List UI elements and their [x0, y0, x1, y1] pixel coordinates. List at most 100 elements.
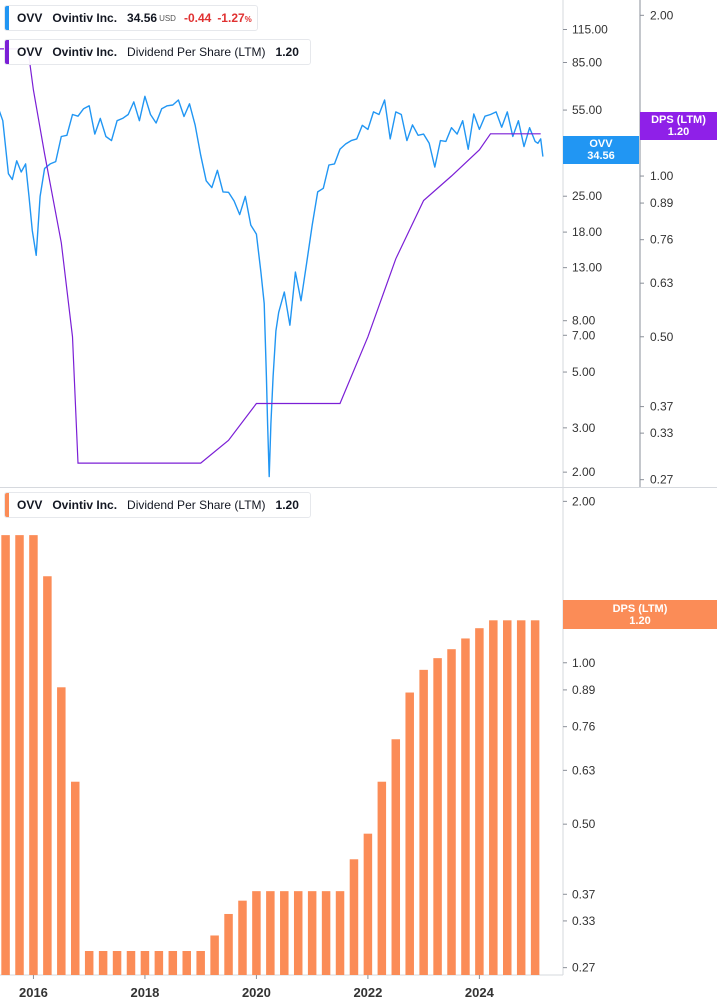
price-badge: OVV 34.56 [563, 136, 639, 164]
x-tick-label-2: 2020 [242, 985, 271, 1000]
dps-top-badge-label: DPS (LTM) [651, 114, 706, 126]
dps-bottom-tick-label-5: 0.50 [572, 817, 596, 831]
dps-bar-1 [15, 535, 24, 975]
dps-bar-4 [57, 687, 66, 975]
dps-bottom-badge-value: 1.20 [629, 614, 651, 627]
dps-top-badge-value: 1.20 [667, 126, 690, 138]
legend-price-change-pct: -1.27% [217, 11, 252, 25]
dps-top-tick-label-3: 0.76 [650, 233, 674, 247]
dps-bar-20 [280, 891, 289, 975]
legend-dps-bottom-company: Ovintiv Inc. [52, 498, 118, 512]
dps-top-tick-label-7: 0.33 [650, 426, 674, 440]
dps-bar-31 [433, 658, 442, 975]
x-tick-label-4: 2024 [465, 985, 495, 1000]
dps-bar-2 [29, 535, 38, 975]
dps-bar-10 [140, 951, 150, 975]
dps-bottom-tick-label-6: 0.37 [572, 887, 596, 901]
legend-dps-top-metric: Dividend Per Share (LTM) [127, 45, 266, 59]
dps-bar-5 [71, 781, 80, 975]
price-tick-label-1: 85.00 [572, 56, 602, 70]
dps-bar-16 [224, 913, 233, 975]
legend-dps-bottom[interactable]: OVV Ovintiv Inc. Dividend Per Share (LTM… [4, 492, 311, 518]
legend-dps-top-value: 1.20 [275, 45, 299, 59]
price-tick-label-5: 18.00 [572, 225, 602, 239]
dps-bar-38 [530, 620, 540, 975]
price-tick-label-7: 8.00 [572, 314, 596, 328]
dps-bottom-tick-label-4: 0.63 [572, 763, 596, 777]
dps-bar-26 [363, 833, 373, 975]
price-tick-label-9: 5.00 [572, 365, 596, 379]
dps-bar-37 [516, 620, 526, 975]
dps-bottom-badge: DPS (LTM) 1.20 [563, 600, 717, 629]
top-panel-axes: 115.0085.0055.0040.0025.0018.0013.008.00… [563, 8, 674, 487]
dps-bar-12 [168, 951, 178, 975]
dps-bar-34 [475, 628, 484, 975]
dps-line-series [0, 48, 541, 464]
dps-bottom-tick-label-8: 0.27 [572, 961, 596, 975]
legend-dps-top-ticker: OVV [17, 45, 43, 59]
dps-top-tick-label-4: 0.63 [650, 276, 674, 290]
dps-bar-3 [43, 576, 52, 975]
dps-bar-29 [405, 692, 414, 975]
bottom-panel-axes: 2.00 1.00 0.89 0.76 0.63 0.50 0.37 0.33 0.27 2016… [19, 494, 596, 1000]
legend-price-value: 34.56 [127, 11, 158, 25]
dps-bar-8 [112, 951, 122, 975]
legend-dps-top-company: Ovintiv Inc. [52, 45, 118, 59]
dps-top-tick-label-0: 2.00 [650, 8, 674, 22]
legend-dps-bottom-value: 1.20 [275, 498, 299, 512]
dps-bar-32 [447, 649, 456, 975]
dps-top-tick-label-8: 0.27 [650, 473, 674, 487]
legend-price-ticker: OVV [17, 11, 43, 25]
legend-dps-bottom-swatch [5, 493, 9, 517]
dps-bar-7 [98, 951, 108, 975]
legend-price-change: -0.44 [183, 11, 212, 25]
dps-bar-23 [321, 891, 331, 975]
legend-dps-bottom-metric: Dividend Per Share (LTM) [127, 498, 266, 512]
legend-price-swatch [5, 6, 9, 30]
x-tick-label-1: 2018 [130, 985, 159, 1000]
legend-price[interactable]: OVV Ovintiv Inc. 34.56 USD -0.44 -1.27% [4, 5, 258, 31]
price-line [0, 95, 544, 478]
dps-bar-15 [210, 935, 219, 975]
x-tick-label-0: 2016 [19, 985, 48, 1000]
x-tick-label-3: 2022 [353, 985, 382, 1000]
price-tick-label-0: 115.00 [572, 22, 608, 36]
dps-bottom-tick-label-7: 0.33 [572, 914, 596, 928]
dps-top-tick-label-1: 1.00 [650, 169, 674, 183]
dps-bottom-tick-label-0: 2.00 [572, 494, 596, 508]
dps-bar-11 [154, 951, 164, 975]
price-series [0, 95, 544, 478]
price-tick-label-4: 25.00 [572, 189, 602, 203]
dps-bar-24 [335, 891, 345, 975]
dps-top-tick-label-2: 0.89 [650, 196, 674, 210]
price-tick-label-11: 2.00 [572, 465, 596, 479]
dps-bar-30 [419, 669, 428, 975]
dps-bar-13 [182, 951, 191, 975]
legend-dps-top-swatch [5, 40, 9, 64]
dps-bottom-tick-label-2: 0.89 [572, 683, 596, 697]
dps-bar-35 [489, 620, 498, 975]
dps-top-tick-label-5: 0.50 [650, 330, 674, 344]
dps-bar-27 [377, 781, 387, 975]
dps-bar-14 [196, 951, 205, 975]
dps-bar-22 [307, 891, 317, 975]
dps-bottom-badge-label: DPS (LTM) [612, 602, 668, 615]
dps-bar-21 [293, 891, 303, 975]
dps-bar-19 [266, 891, 275, 975]
dps-bar-18 [252, 891, 261, 975]
dps-bar-28 [391, 739, 401, 975]
dps-bottom-tick-label-3: 0.76 [572, 720, 596, 734]
dps-top-tick-label-6: 0.37 [650, 400, 674, 414]
dps-bar-36 [503, 620, 512, 975]
dps-bar-25 [349, 859, 359, 975]
price-badge-value: 34.56 [587, 150, 615, 162]
dps-bottom-tick-label-1: 1.00 [572, 656, 596, 670]
dps-top-badge: DPS (LTM) 1.20 [640, 112, 717, 140]
dps-bar-0 [1, 535, 10, 975]
price-badge-label: OVV [589, 138, 613, 150]
legend-price-currency: USD [159, 13, 176, 23]
dps-bar-9 [126, 951, 136, 975]
legend-dps-top[interactable]: OVV Ovintiv Inc. Dividend Per Share (LTM… [4, 39, 311, 65]
dps-bar-17 [238, 900, 247, 975]
